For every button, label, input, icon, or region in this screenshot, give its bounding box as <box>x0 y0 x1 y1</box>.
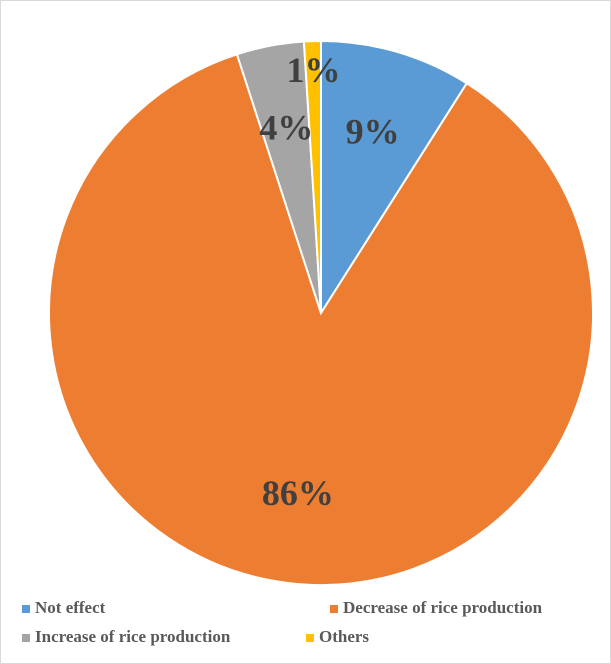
legend-marker <box>306 634 314 642</box>
legend-marker <box>330 605 338 613</box>
pie-slice <box>302 39 322 314</box>
data-label: 86% <box>262 473 334 513</box>
data-label: 4% <box>259 108 313 148</box>
pie-slice <box>48 53 594 586</box>
legend-label: Increase of rice production <box>35 627 231 646</box>
data-label: 9% <box>346 112 400 152</box>
legend-marker <box>22 605 30 613</box>
data-label: 1% <box>286 50 340 90</box>
legend-label: Others <box>319 627 369 646</box>
pie-slice <box>320 39 469 317</box>
legend-label: Decrease of rice production <box>343 598 543 617</box>
legend-label: Not effect <box>35 598 106 617</box>
legend-marker <box>22 634 30 642</box>
